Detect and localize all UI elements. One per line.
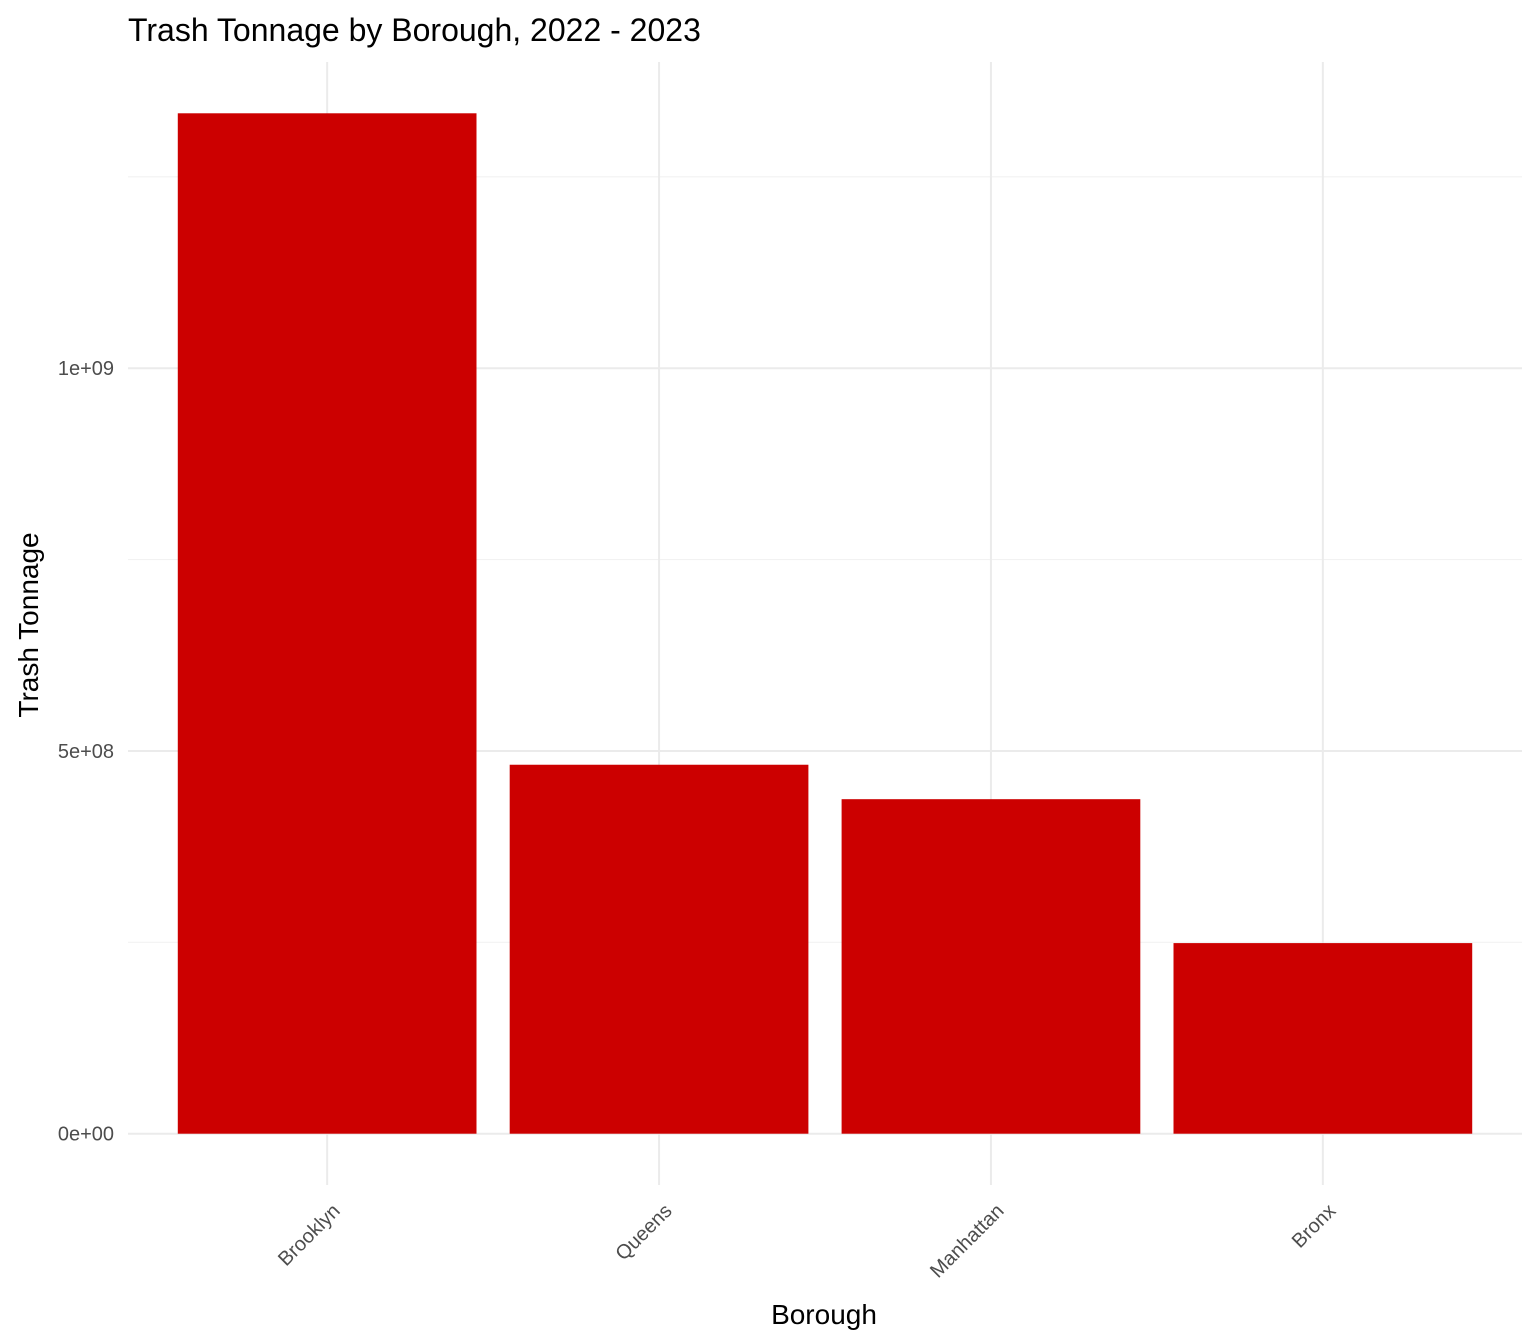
bar-queens — [509, 764, 809, 1134]
y-tick-label: 0e+00 — [58, 1124, 114, 1146]
chart-title: Trash Tonnage by Borough, 2022 - 2023 — [128, 12, 701, 48]
bar-brooklyn — [177, 113, 477, 1134]
y-tick-label: 1e+09 — [58, 358, 114, 380]
bar-bronx — [1173, 943, 1473, 1134]
y-tick-label: 5e+08 — [58, 741, 114, 763]
y-axis-tick-labels: 0e+00 5e+08 1e+09 — [58, 358, 114, 1146]
y-axis-title: Trash Tonnage — [13, 532, 44, 717]
bars — [177, 113, 1473, 1134]
x-axis-title: Borough — [771, 1299, 877, 1330]
bar-manhattan — [841, 799, 1141, 1134]
